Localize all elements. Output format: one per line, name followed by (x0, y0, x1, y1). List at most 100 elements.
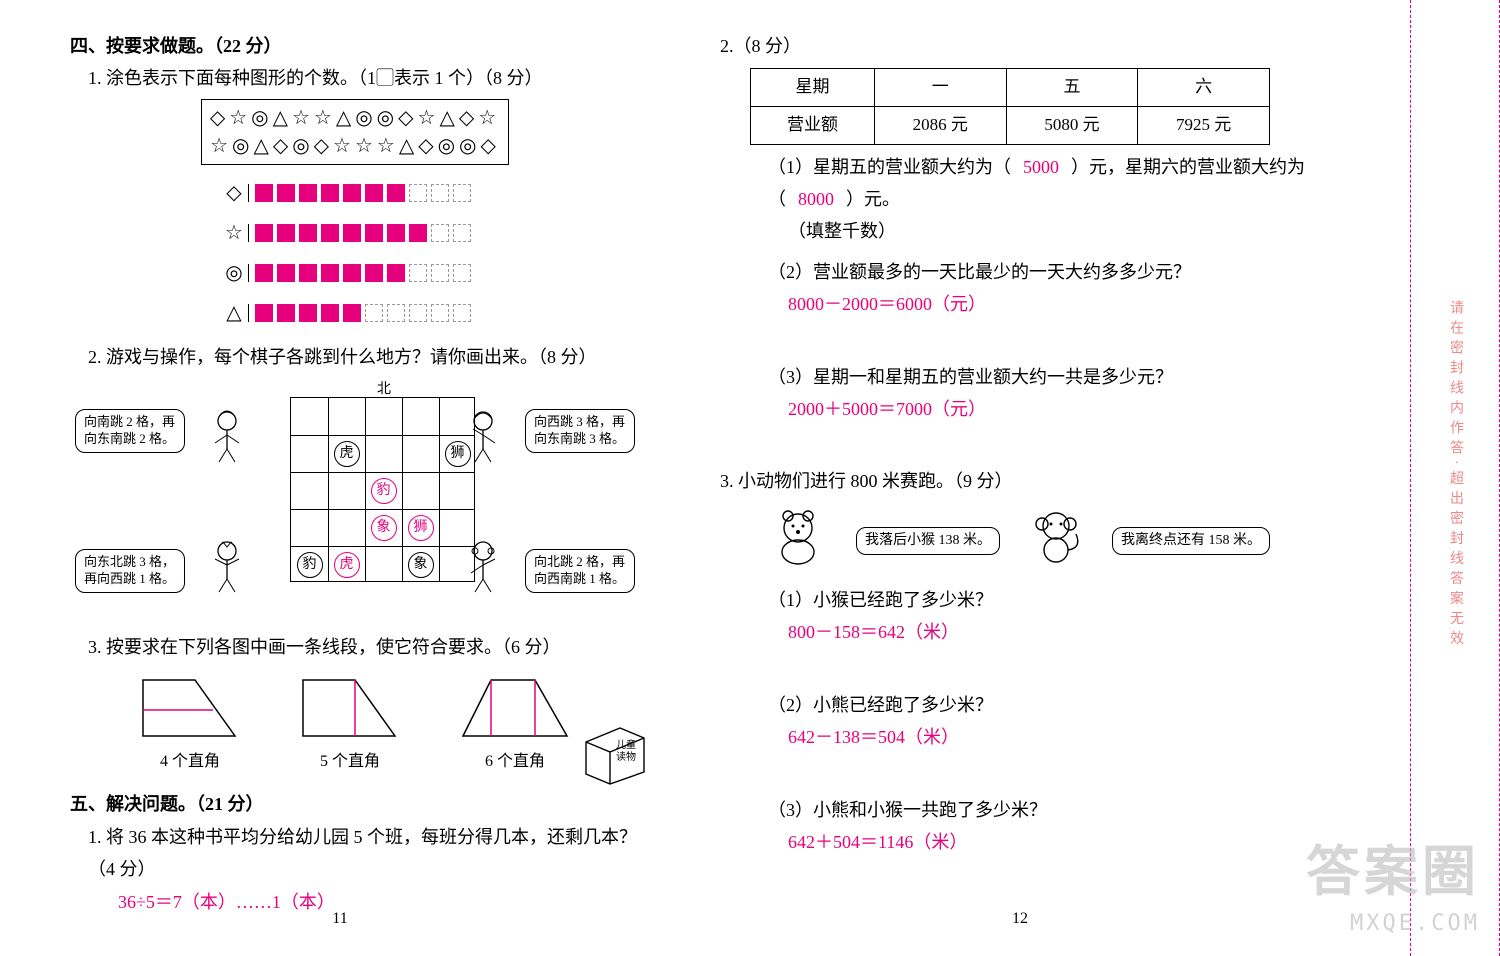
kid-bl-icon (205, 539, 249, 610)
picto-cell (277, 304, 295, 322)
seal-margin-text: 请在密封线内作答·超出密封线答案无效 (1445, 300, 1465, 651)
r1-note: （填整千数） (720, 215, 1320, 247)
picto-bar-diamond (248, 184, 471, 202)
picto-cell (255, 264, 273, 282)
picto-cell (321, 304, 339, 322)
token-pink: 虎 (334, 552, 360, 578)
picto-cell (365, 224, 383, 242)
token-pink: 豹 (371, 478, 397, 504)
speech-bear: 我落后小猴 138 米。 (856, 527, 1000, 555)
s2-a: 642－138＝504（米） (720, 721, 1320, 753)
picto-cell (409, 224, 427, 242)
bear-icon (770, 506, 826, 576)
svg-text:儿童: 儿童 (616, 738, 636, 751)
shapes-box: ◇☆◎△☆☆△◎◎◇☆△◇☆ ☆◎△◇◎◇☆☆☆△◇◎◎◇ (201, 99, 509, 165)
picto-cell (299, 264, 317, 282)
watermark-small: MXQE.COM (1350, 911, 1480, 936)
picto-cell (409, 184, 427, 202)
picto-cell (277, 184, 295, 202)
token-pink: 象 (371, 515, 397, 541)
picto-cell (365, 264, 383, 282)
animals-row: 我落后小猴 138 米。 我离终点还有 158 米。 (720, 506, 1320, 576)
picto-row-circle: ◎ (220, 255, 640, 291)
picto-cell (255, 224, 273, 242)
angle-a-caption: 4 个直角 (135, 748, 245, 777)
td-3: 7925 元 (1138, 106, 1270, 144)
watermark-big: 答案圈 (1306, 827, 1480, 906)
picto-cell (343, 184, 361, 202)
p3-heading: 3. 小动物们进行 800 米赛跑。（9 分） (720, 465, 1320, 497)
picto-cell (299, 304, 317, 322)
r1-fill1: 5000 (1011, 151, 1071, 183)
speech-monkey: 我离终点还有 158 米。 (1112, 527, 1270, 555)
th-1: 一 (874, 69, 1006, 107)
svg-text:读物: 读物 (616, 750, 636, 763)
p1-prompt: 1. 将 36 本这种书平均分给幼儿园 5 个班，每班分得几本，还剩几本？（4 … (70, 821, 640, 886)
r2-a: 8000－2000＝6000（元） (720, 288, 1320, 320)
picto-row-diamond: ◇ (220, 175, 640, 211)
picto-cell (431, 184, 449, 202)
r3-q: （3）星期一和星期五的营业额大约一共是多少元？ (720, 361, 1320, 393)
picto-cell (321, 264, 339, 282)
picto-bar-star (248, 224, 471, 242)
token-black: 虎 (334, 441, 360, 467)
picto-cell (299, 184, 317, 202)
th-2: 五 (1006, 69, 1138, 107)
s1-q: （1）小猴已经跑了多少米？ (720, 584, 1320, 616)
kid-tl-icon (205, 409, 249, 480)
picto-row-star: ☆ (220, 215, 640, 251)
q1-prompt: 1. 涂色表示下面每种图形的个数。（1▢表示 1 个）（8 分） (70, 62, 640, 94)
r2-q: （2）营业额最多的一天比最少的一天大约多多少元？ (720, 256, 1320, 288)
q2-prompt: 2. 游戏与操作，每个棋子各跳到什么地方？请你画出来。（8 分） (70, 341, 640, 373)
shapes-row-1: ◇☆◎△☆☆△◎◎◇☆△◇☆ (210, 104, 500, 132)
token-black: 豹 (297, 552, 323, 578)
picto-cell (255, 184, 273, 202)
angle-shapes: 4 个直角 5 个直角 6 个直角 (70, 672, 640, 777)
picto-label-star: ☆ (220, 215, 248, 251)
picto-cell (299, 224, 317, 242)
picto-cell (343, 304, 361, 322)
page-number-left: 11 (0, 905, 680, 934)
picto-cell (321, 184, 339, 202)
picto-cell (277, 264, 295, 282)
th-3: 六 (1138, 69, 1270, 107)
grid-board: 虎狮豹象豹虎象狮 (290, 397, 475, 582)
page-left: 四、按要求做题。（22 分） 1. 涂色表示下面每种图形的个数。（1▢表示 1 … (0, 0, 680, 956)
s3-q: （3）小熊和小猴一共跑了多少米？ (720, 794, 1320, 826)
picto-cell (409, 304, 427, 322)
picto-cell (277, 224, 295, 242)
shapes-box-wrap: ◇☆◎△☆☆△◎◎◇☆△◇☆ ☆◎△◇◎◇☆☆☆△◇◎◎◇ (70, 99, 640, 165)
td-0: 营业额 (751, 106, 875, 144)
bubble-tl: 向南跳 2 格，再向东南跳 2 格。 (75, 409, 185, 453)
book-icon: 儿童 读物 (580, 722, 650, 796)
picto-cell (387, 224, 405, 242)
s2-q: （2）小熊已经跑了多少米？ (720, 689, 1320, 721)
picto-label-triangle: △ (220, 295, 248, 331)
td-2: 5080 元 (1006, 106, 1138, 144)
picto-label-circle: ◎ (220, 255, 248, 291)
picto-cell (431, 224, 449, 242)
s3-a: 642＋504＝1146（米） (720, 826, 1320, 858)
bubble-bl: 向东北跳 3 格，再向西跳 1 格。 (75, 549, 185, 593)
picto-cell (343, 224, 361, 242)
picto-cell (365, 184, 383, 202)
s1-a: 800－158＝642（米） (720, 616, 1320, 648)
seal-margin: 请在密封线内作答·超出密封线答案无效 (1410, 0, 1500, 956)
picto-cell (409, 264, 427, 282)
th-0: 星期 (751, 69, 875, 107)
picto-cell (431, 264, 449, 282)
board-area: 北 向南跳 2 格，再向东南跳 2 格。 向西跳 3 格，再向东南跳 3 格。 … (75, 379, 635, 619)
picto-row-triangle: △ (220, 295, 640, 331)
angle-c: 6 个直角 (455, 672, 575, 777)
shapes-row-2: ☆◎△◇◎◇☆☆☆△◇◎◎◇ (210, 132, 500, 160)
picto-cell (453, 264, 471, 282)
picto-cell (453, 304, 471, 322)
picto-cell (387, 304, 405, 322)
picto-cell (387, 184, 405, 202)
r1-pre: （1）星期五的营业额大约为（ (768, 157, 1011, 177)
monkey-icon (1030, 506, 1082, 576)
p2-r1: （1）星期五的营业额大约为（5000）元，星期六的营业额大约为（8000）元。 (720, 151, 1320, 216)
angle-b-caption: 5 个直角 (295, 748, 405, 777)
picto-cell (365, 304, 383, 322)
section-5-title: 五、解决问题。（21 分） (70, 788, 640, 820)
